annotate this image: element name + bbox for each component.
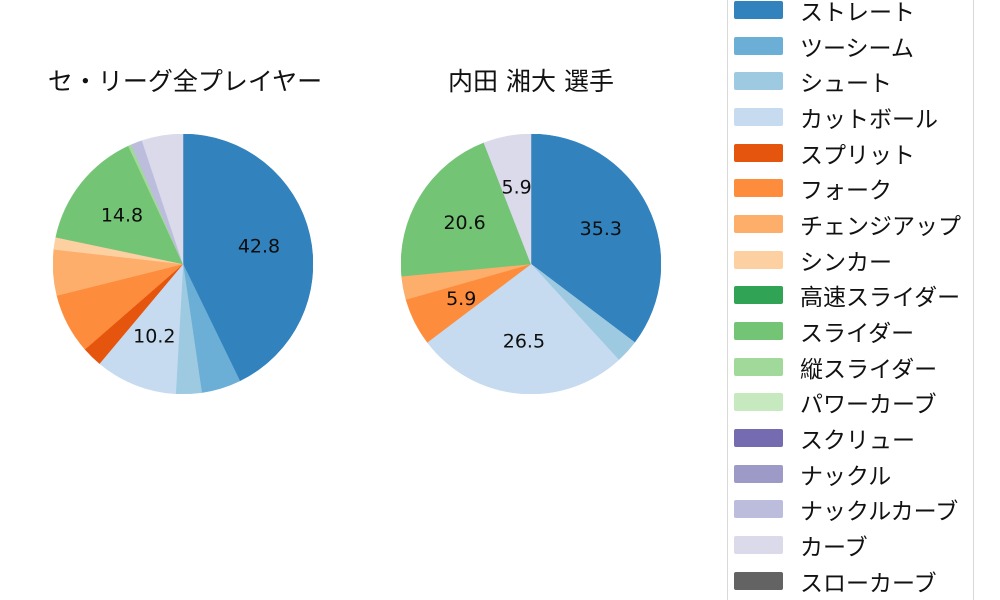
legend-item-label: フォーク	[800, 178, 892, 205]
right-pie-title: 内田 湘大 選手	[448, 67, 614, 96]
legend-swatch	[734, 536, 783, 555]
legend-swatch	[734, 36, 783, 55]
legend-item: シュート	[734, 63, 973, 99]
legend-swatch	[734, 393, 783, 412]
slice-label: 14.8	[101, 204, 143, 226]
legend-item-label: シュート	[800, 71, 892, 98]
slice-label: 35.3	[580, 218, 622, 240]
legend-item: カットボール	[734, 99, 973, 135]
legend-items: ストレートツーシームシュートカットボール スプリットフォークチェンジアップ シンカー…	[734, 0, 973, 599]
left-pie-title: セ・リーグ全プレイヤー	[47, 67, 323, 96]
legend-item-label: スローカーブ	[800, 570, 937, 597]
legend-swatch	[734, 464, 783, 483]
legend-box: ストレートツーシームシュートカットボール スプリットフォークチェンジアップ シンカー…	[727, 0, 974, 600]
legend-item-label: シンカー	[800, 249, 892, 276]
slice-label: 20.6	[443, 212, 485, 234]
pie-slice-カットボール	[426, 263, 620, 394]
legend-item: スライダー	[734, 313, 973, 349]
legend-item-label: 高速スライダー	[800, 285, 961, 312]
pie-slice-カットボール	[99, 263, 184, 394]
legend-swatch	[734, 286, 783, 305]
legend-swatch	[734, 72, 783, 91]
legend-item: スローカーブ	[734, 563, 973, 599]
legend-swatch	[734, 179, 783, 198]
legend-item-label: ナックル	[800, 463, 892, 490]
legend-item: 高速スライダー	[734, 278, 973, 314]
legend-item: スプリット	[734, 135, 973, 171]
legend-item: パワーカーブ	[734, 385, 973, 421]
slice-label: 26.5	[503, 331, 545, 353]
pie-slice-スライダー	[401, 142, 532, 277]
legend-swatch	[734, 571, 783, 590]
legend-item: スクリュー	[734, 420, 973, 456]
legend-item-label: パワーカーブ	[800, 392, 937, 419]
legend-item-label: 縦スライダー	[800, 356, 938, 383]
legend-item: ツーシーム	[734, 28, 973, 64]
legend-item: チェンジアップ	[734, 206, 973, 242]
legend-item-label: スライダー	[800, 321, 915, 348]
left-pie-chart: 42.8 10.2 14.8	[53, 134, 313, 394]
legend-item-label: ツーシーム	[800, 35, 914, 62]
slice-label: 42.8	[238, 236, 280, 258]
legend-swatch	[734, 107, 783, 126]
slice-label: 5.9	[501, 176, 531, 198]
legend-swatch	[734, 143, 783, 162]
legend-item-label: チェンジアップ	[800, 213, 961, 240]
legend-item-label: ナックルカーブ	[800, 499, 959, 526]
legend-item: 縦スライダー	[734, 349, 973, 385]
pie-slice-スライダー	[55, 145, 184, 265]
slice-label: 10.2	[133, 326, 175, 348]
legend-item-label: スクリュー	[800, 428, 915, 455]
slice-label: 5.9	[446, 288, 476, 310]
legend-item-label: カーブ	[800, 535, 868, 562]
legend-swatch	[734, 429, 783, 448]
right-pie-chart: 35.3 26.5 5.9 20.6 5.9	[401, 134, 661, 394]
pie-slice-カーブ	[483, 134, 532, 265]
legend-item: ナックルカーブ	[734, 492, 973, 528]
legend-item: ストレート	[734, 0, 973, 28]
legend-swatch	[734, 0, 783, 19]
legend-item: シンカー	[734, 242, 973, 278]
legend-swatch	[734, 250, 783, 269]
pie-slice-カーブ	[141, 134, 184, 265]
legend-item-label: スプリット	[800, 142, 915, 169]
pie-slice-ストレート	[530, 134, 661, 343]
legend-swatch	[734, 500, 783, 519]
legend-item: フォーク	[734, 170, 973, 206]
legend-item: ナックル	[734, 456, 973, 492]
legend-swatch	[734, 357, 783, 376]
legend-item-label: ストレート	[800, 0, 915, 26]
legend-swatch	[734, 214, 783, 233]
legend-item: カーブ	[734, 527, 973, 563]
legend-item-label: カットボール	[800, 106, 938, 133]
legend-swatch	[734, 322, 783, 341]
pie-slice-ストレート	[182, 134, 313, 382]
